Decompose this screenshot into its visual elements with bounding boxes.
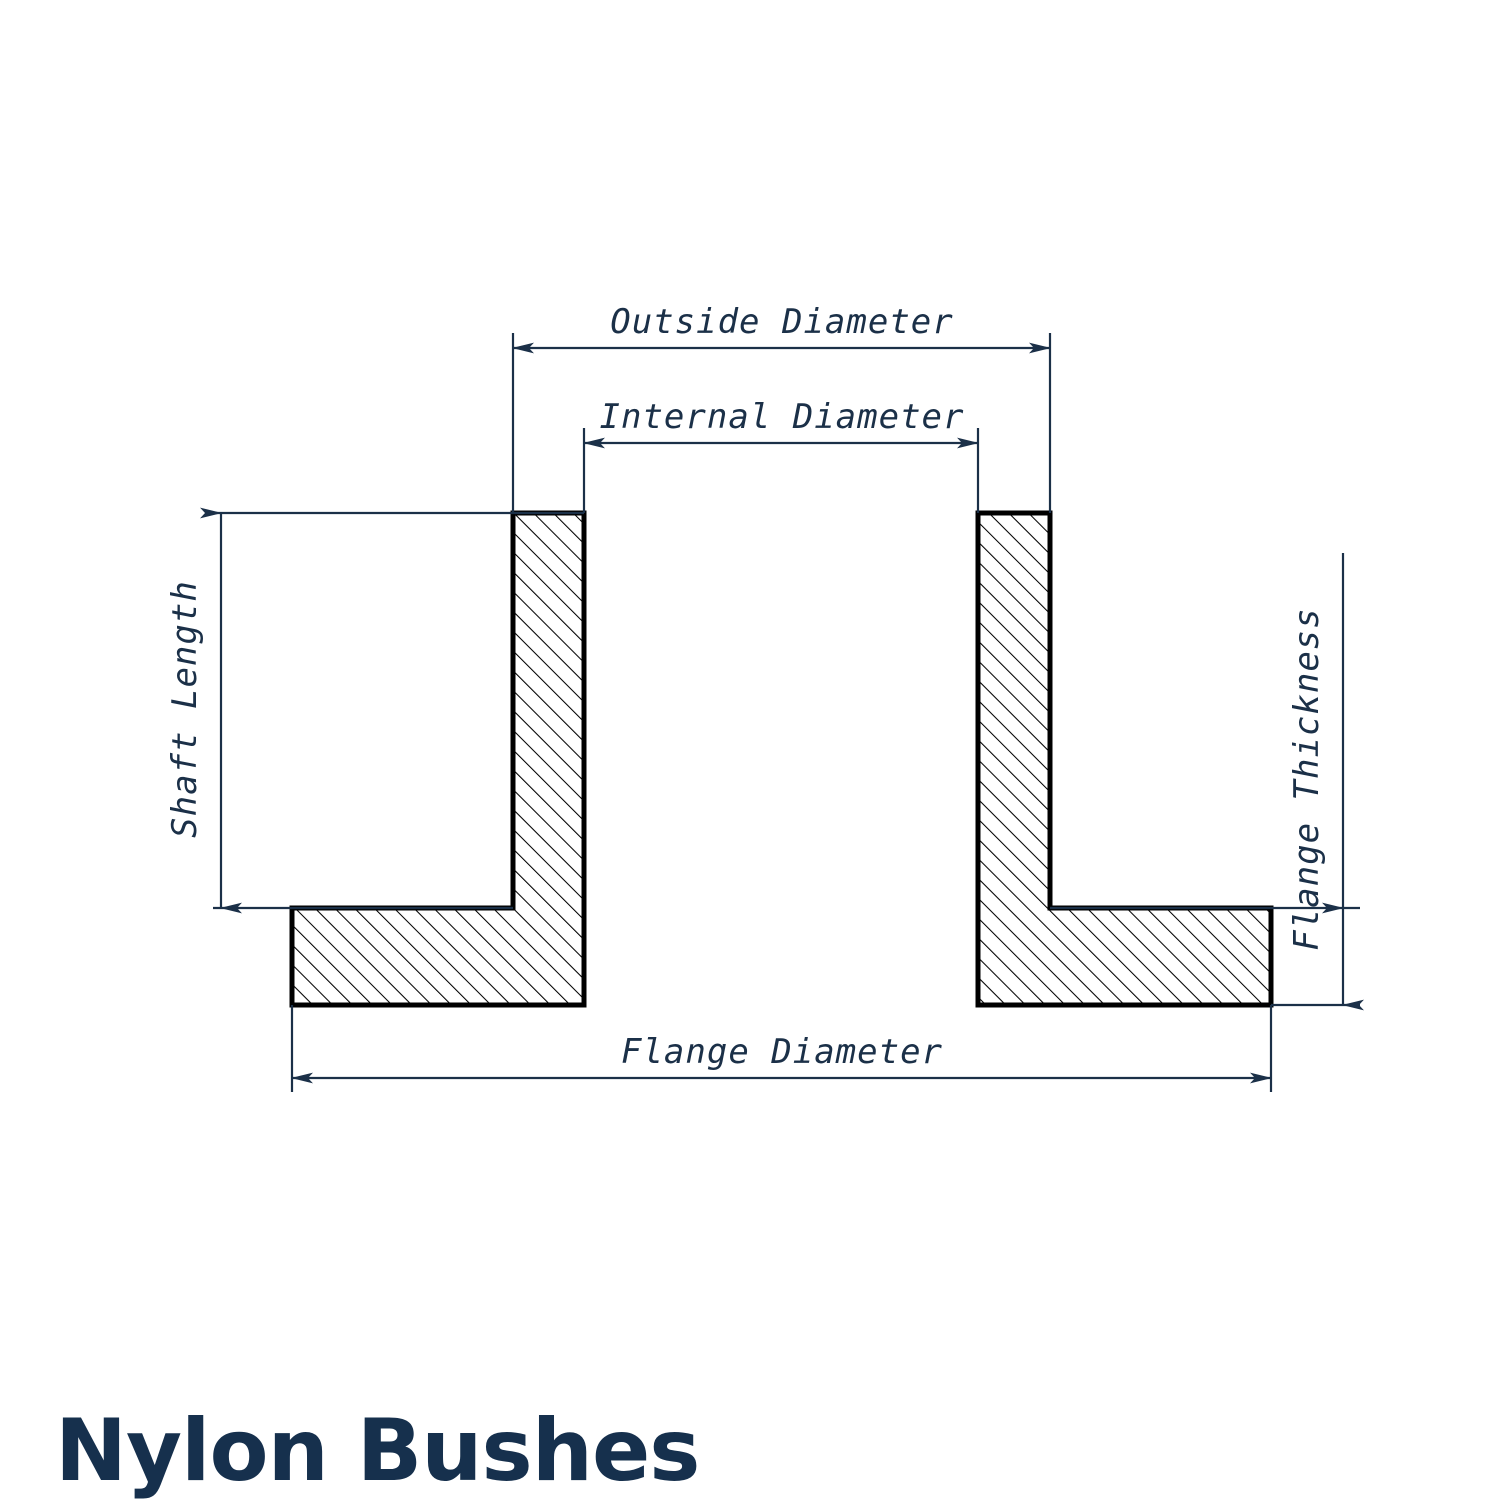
label-flange-diameter: Flange Diameter xyxy=(621,1032,943,1072)
label-flange-thickness: Flange Thickness xyxy=(1287,607,1327,951)
label-internal-diameter: Internal Diameter xyxy=(600,397,965,437)
label-outside-diameter: Outside Diameter xyxy=(610,302,954,342)
right-material-hatch xyxy=(978,513,1271,1005)
label-shaft-length: Shaft Length xyxy=(165,580,205,838)
page-title: Nylon Bushes xyxy=(55,1401,699,1500)
dimension-lines xyxy=(200,342,1364,1084)
left-material-hatch xyxy=(292,513,584,1005)
part-cross-section xyxy=(289,510,1274,1008)
dimension-labels: Outside Diameter Internal Diameter Shaft… xyxy=(165,302,1327,1072)
